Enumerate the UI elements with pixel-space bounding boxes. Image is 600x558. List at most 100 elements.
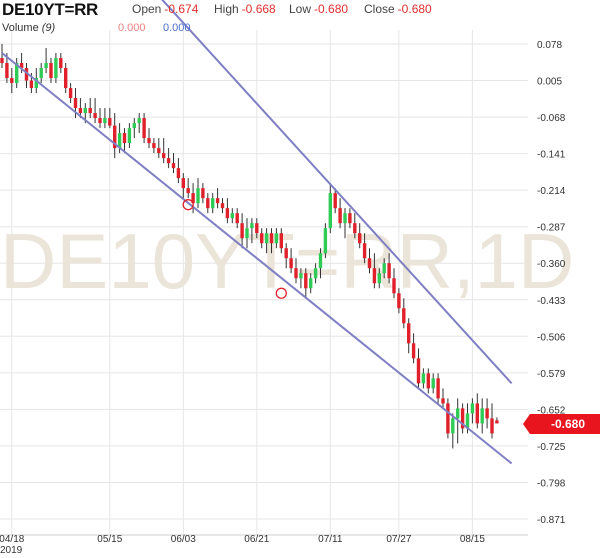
candles <box>0 44 531 449</box>
candle-body <box>274 233 279 244</box>
candle-body <box>5 63 9 79</box>
candle <box>201 183 205 204</box>
candle <box>49 58 53 84</box>
candle <box>162 138 166 164</box>
candle <box>451 413 455 449</box>
trendlines[interactable] <box>1 0 513 465</box>
candle <box>480 398 484 434</box>
candle-body <box>382 263 386 274</box>
candle-body <box>456 408 460 419</box>
y-tick-label: -0.287 <box>537 223 566 234</box>
candle <box>358 223 362 249</box>
y-tick-label: -0.360 <box>537 259 566 270</box>
candle-body <box>485 408 489 419</box>
candle-body <box>0 58 4 64</box>
candle-body <box>201 188 205 199</box>
candle-body <box>103 118 107 124</box>
candle-body <box>411 343 416 359</box>
chart-grid <box>0 30 528 536</box>
x-axis: 04/18 05/15 06/03 06/21 07/11 07/27 08/15 2019 <box>0 534 485 556</box>
candle <box>421 368 426 389</box>
candle <box>196 178 200 209</box>
candle-body <box>127 128 132 144</box>
candle-body <box>19 63 24 69</box>
candle <box>353 213 357 239</box>
candle <box>294 258 298 284</box>
x-year-label: 2019 <box>0 545 23 556</box>
candle <box>446 398 450 439</box>
candle-body <box>421 373 426 384</box>
candle-body <box>54 58 58 79</box>
candle <box>24 63 29 89</box>
candle <box>255 218 259 239</box>
y-tick-label: -0.579 <box>537 369 566 380</box>
candle <box>289 248 293 274</box>
candle <box>142 113 146 144</box>
candle-body <box>299 273 303 279</box>
candle <box>343 208 347 239</box>
candle <box>10 68 14 94</box>
candle-body <box>358 233 362 244</box>
candle <box>495 417 499 424</box>
candle-body <box>436 378 440 399</box>
candle-body <box>147 138 151 144</box>
candle-body <box>304 273 308 289</box>
candle-body <box>117 133 122 149</box>
candle-body <box>475 403 479 424</box>
candle-body <box>465 413 470 429</box>
candle <box>206 193 210 214</box>
candle-body <box>348 213 352 224</box>
y-axis: 0.078 0.005 -0.068 -0.141 -0.214 -0.287 -0.360… <box>537 40 566 526</box>
candle-body <box>338 208 342 224</box>
candle-body <box>10 78 14 84</box>
candle-body <box>480 408 484 424</box>
candle <box>235 208 239 229</box>
candle-body <box>318 253 323 269</box>
candle-body <box>225 208 230 219</box>
candle <box>15 58 19 89</box>
x-tick-label: 04/18 <box>0 534 25 545</box>
candle <box>93 98 97 124</box>
candle-body <box>162 153 166 159</box>
candle-body <box>230 213 234 219</box>
candle-body <box>289 258 293 269</box>
trendline <box>161 0 513 385</box>
candle <box>382 258 386 279</box>
candle <box>362 233 367 264</box>
candle <box>485 398 489 429</box>
candle-body <box>397 293 401 309</box>
x-tick-label: 06/03 <box>171 534 196 545</box>
candle <box>372 253 377 289</box>
candle-body <box>24 68 29 81</box>
candle-body <box>255 223 259 234</box>
y-tick-label: -0.433 <box>537 296 566 307</box>
open-readout: Open -0.674 <box>132 2 198 16</box>
candle <box>39 63 43 84</box>
candle <box>416 348 421 389</box>
candle-body <box>441 398 445 404</box>
candle <box>245 218 249 249</box>
candle <box>426 368 430 394</box>
candle-body <box>211 198 215 209</box>
candle-body <box>328 193 332 229</box>
candle <box>260 228 264 249</box>
y-tick-label: -0.871 <box>537 515 566 526</box>
candle <box>225 198 230 224</box>
candle <box>44 48 48 74</box>
low-readout: Low -0.680 <box>289 2 348 16</box>
candle <box>166 148 171 169</box>
candle-body <box>372 268 377 284</box>
candle-body <box>78 108 83 114</box>
candle-body <box>122 133 127 144</box>
candle-body <box>235 213 239 224</box>
candle-body <box>186 188 190 194</box>
candle <box>98 108 102 129</box>
candle <box>387 253 391 284</box>
volume-label: Volume <box>2 22 39 34</box>
x-tick-label: 07/11 <box>318 534 343 545</box>
candle-body <box>34 78 38 89</box>
candle-body <box>264 233 269 244</box>
candle-body <box>392 278 396 294</box>
candle-body <box>215 198 220 204</box>
